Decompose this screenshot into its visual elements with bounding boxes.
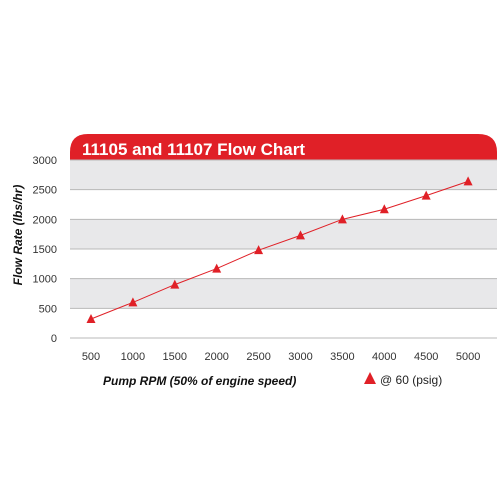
gridlines [70, 159, 497, 339]
x-tick-label: 1000 [121, 351, 145, 363]
y-axis-title: Flow Rate (lbs/hr) [11, 185, 25, 286]
x-tick-label: 2000 [204, 351, 228, 363]
y-tick-label: 3000 [33, 155, 57, 167]
plot-band [70, 249, 497, 279]
plot-band [70, 219, 497, 249]
y-tick-label: 500 [39, 303, 57, 315]
plot-band [70, 278, 497, 309]
y-tick-label: 1500 [33, 244, 57, 256]
data-point-marker [463, 176, 473, 186]
y-tick-label: 1000 [33, 274, 57, 286]
chart-title: 11105 and 11107 Flow Chart [82, 140, 305, 159]
x-tick-label: 3500 [330, 351, 354, 363]
y-tick-label: 2000 [33, 214, 57, 226]
legend: @ 60 (psig) [364, 372, 442, 387]
legend-label: @ 60 (psig) [380, 373, 442, 387]
plot-band [70, 189, 497, 220]
plot-band [70, 308, 497, 338]
x-tick-label: 4000 [372, 351, 396, 363]
plot-background [70, 160, 497, 338]
x-tick-label: 2500 [246, 351, 270, 363]
plot-band [70, 160, 497, 190]
series-line [90, 180, 469, 320]
x-tick-label: 4500 [414, 351, 438, 363]
data-point-marker [86, 314, 96, 324]
series-layer [86, 176, 473, 324]
legend-marker-icon [364, 372, 376, 384]
data-point-marker [254, 245, 264, 255]
y-axis-ticks: 0 500 1000 1500 2000 2500 3000 [33, 155, 57, 345]
x-tick-label: 500 [82, 351, 100, 363]
x-tick-label: 1500 [163, 351, 187, 363]
data-point-marker [170, 279, 180, 289]
x-tick-label: 3000 [288, 351, 312, 363]
data-point-marker [212, 263, 222, 273]
data-point-marker [337, 214, 347, 224]
data-point-marker [421, 190, 431, 200]
x-axis-title: Pump RPM (50% of engine speed) [103, 374, 296, 388]
y-tick-label: 0 [51, 333, 57, 345]
data-point-marker [128, 297, 138, 307]
x-axis-ticks: 500 1000 1500 2000 2500 3000 3500 4000 4500 5000 [82, 351, 481, 363]
data-point-marker [379, 204, 389, 214]
data-point-marker [296, 230, 305, 240]
y-tick-label: 2500 [33, 185, 57, 197]
x-tick-label: 5000 [456, 351, 480, 363]
title-bar [70, 134, 497, 160]
